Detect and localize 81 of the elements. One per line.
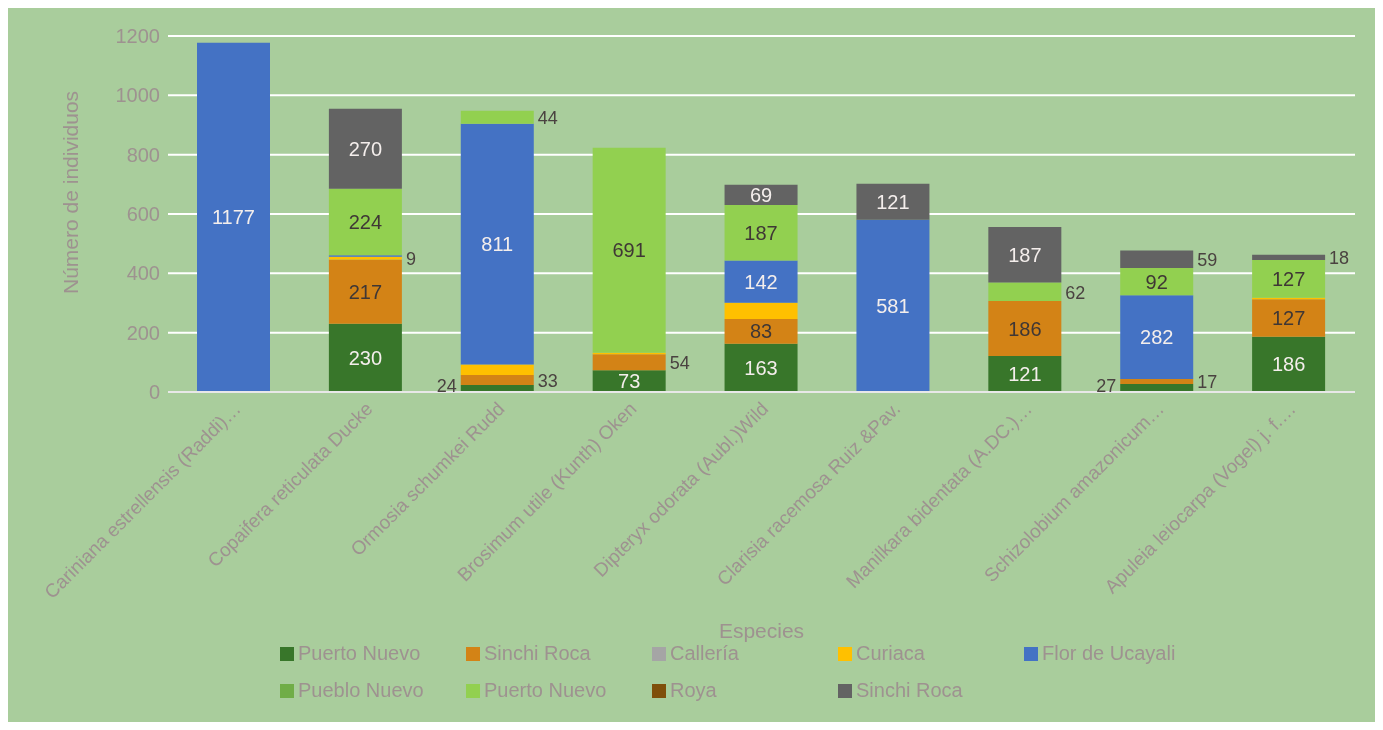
bar [724, 319, 798, 344]
data-label: 581 [876, 294, 910, 317]
legend-label: Puerto Nuevo [484, 679, 607, 702]
y-tick-label: 1000 [115, 84, 160, 107]
bar [988, 282, 1062, 301]
bar [328, 323, 402, 392]
data-label: 73 [618, 370, 641, 393]
data-label: 163 [744, 356, 778, 379]
legend-label: Puerto Nuevo [298, 642, 421, 665]
bar [328, 259, 402, 324]
data-label: 186 [1008, 317, 1042, 340]
bar [460, 110, 534, 124]
data-label: 83 [749, 320, 773, 343]
bar [856, 183, 930, 220]
data-label: 24 [436, 376, 457, 397]
data-label: 127 [1271, 267, 1306, 290]
bar [1120, 250, 1194, 268]
bar [724, 205, 798, 261]
bar [988, 356, 1062, 392]
data-label: 187 [1008, 243, 1042, 266]
bar [328, 108, 402, 189]
bar [592, 147, 666, 353]
data-label: 282 [1140, 326, 1174, 349]
data-label: 224 [348, 211, 383, 234]
legend-label: Curiaca [856, 642, 925, 665]
bar [724, 260, 798, 303]
legend-label: Flor de Ucayali [1042, 642, 1176, 665]
y-tick-label: 800 [126, 143, 160, 166]
data-label: 54 [669, 353, 690, 374]
x-axis-title: Especies [718, 619, 805, 642]
bar [1252, 254, 1326, 260]
y-tick-label: 200 [126, 321, 160, 344]
bar [988, 300, 1062, 357]
y-tick-label: 1200 [115, 25, 160, 48]
bar [460, 123, 534, 365]
bar [460, 364, 534, 376]
data-label: 127 [1271, 306, 1306, 329]
data-label: 92 [1145, 270, 1168, 293]
data-label: 69 [749, 183, 773, 206]
y-tick-label: 400 [126, 262, 160, 285]
bar [1120, 295, 1194, 379]
data-label: 62 [1065, 282, 1086, 303]
bar [1120, 378, 1194, 384]
bar [197, 42, 270, 392]
bar [856, 219, 930, 392]
data-label: 121 [876, 190, 910, 213]
y-tick-label: 600 [126, 203, 160, 226]
data-label: 270 [348, 137, 383, 160]
data-label: 691 [612, 239, 646, 262]
bar [1252, 259, 1326, 298]
legend-label: Sinchi Roca [484, 642, 591, 665]
data-label: 186 [1271, 353, 1306, 376]
data-label: 121 [1008, 363, 1042, 386]
legend-label: Pueblo Nuevo [298, 679, 424, 702]
data-label: 44 [537, 108, 558, 129]
data-label: 27 [1096, 375, 1117, 396]
data-label: 17 [1197, 372, 1218, 393]
y-axis-title: Número de individuos [59, 90, 83, 294]
data-label: 217 [348, 280, 383, 303]
y-tick-label: 0 [148, 381, 160, 404]
bar [1252, 336, 1326, 392]
data-label: 187 [744, 221, 778, 244]
data-label: 9 [405, 249, 416, 270]
legend-label: Roya [670, 679, 717, 702]
data-label: 18 [1329, 248, 1350, 269]
bar [724, 302, 798, 320]
data-label: 230 [348, 346, 383, 369]
bar [592, 354, 666, 371]
bar [328, 188, 402, 256]
bar [460, 375, 534, 385]
bar [1252, 299, 1326, 337]
bar [988, 227, 1062, 283]
data-label: 811 [481, 233, 514, 256]
data-label: 59 [1197, 250, 1218, 271]
bar [724, 343, 798, 392]
bar [1120, 267, 1194, 296]
legend-label: Sinchi Roca [856, 679, 963, 702]
data-label: 33 [537, 370, 558, 391]
data-label: 142 [744, 270, 778, 293]
legend-label: Callería [670, 642, 739, 665]
data-label: 1177 [211, 206, 256, 229]
